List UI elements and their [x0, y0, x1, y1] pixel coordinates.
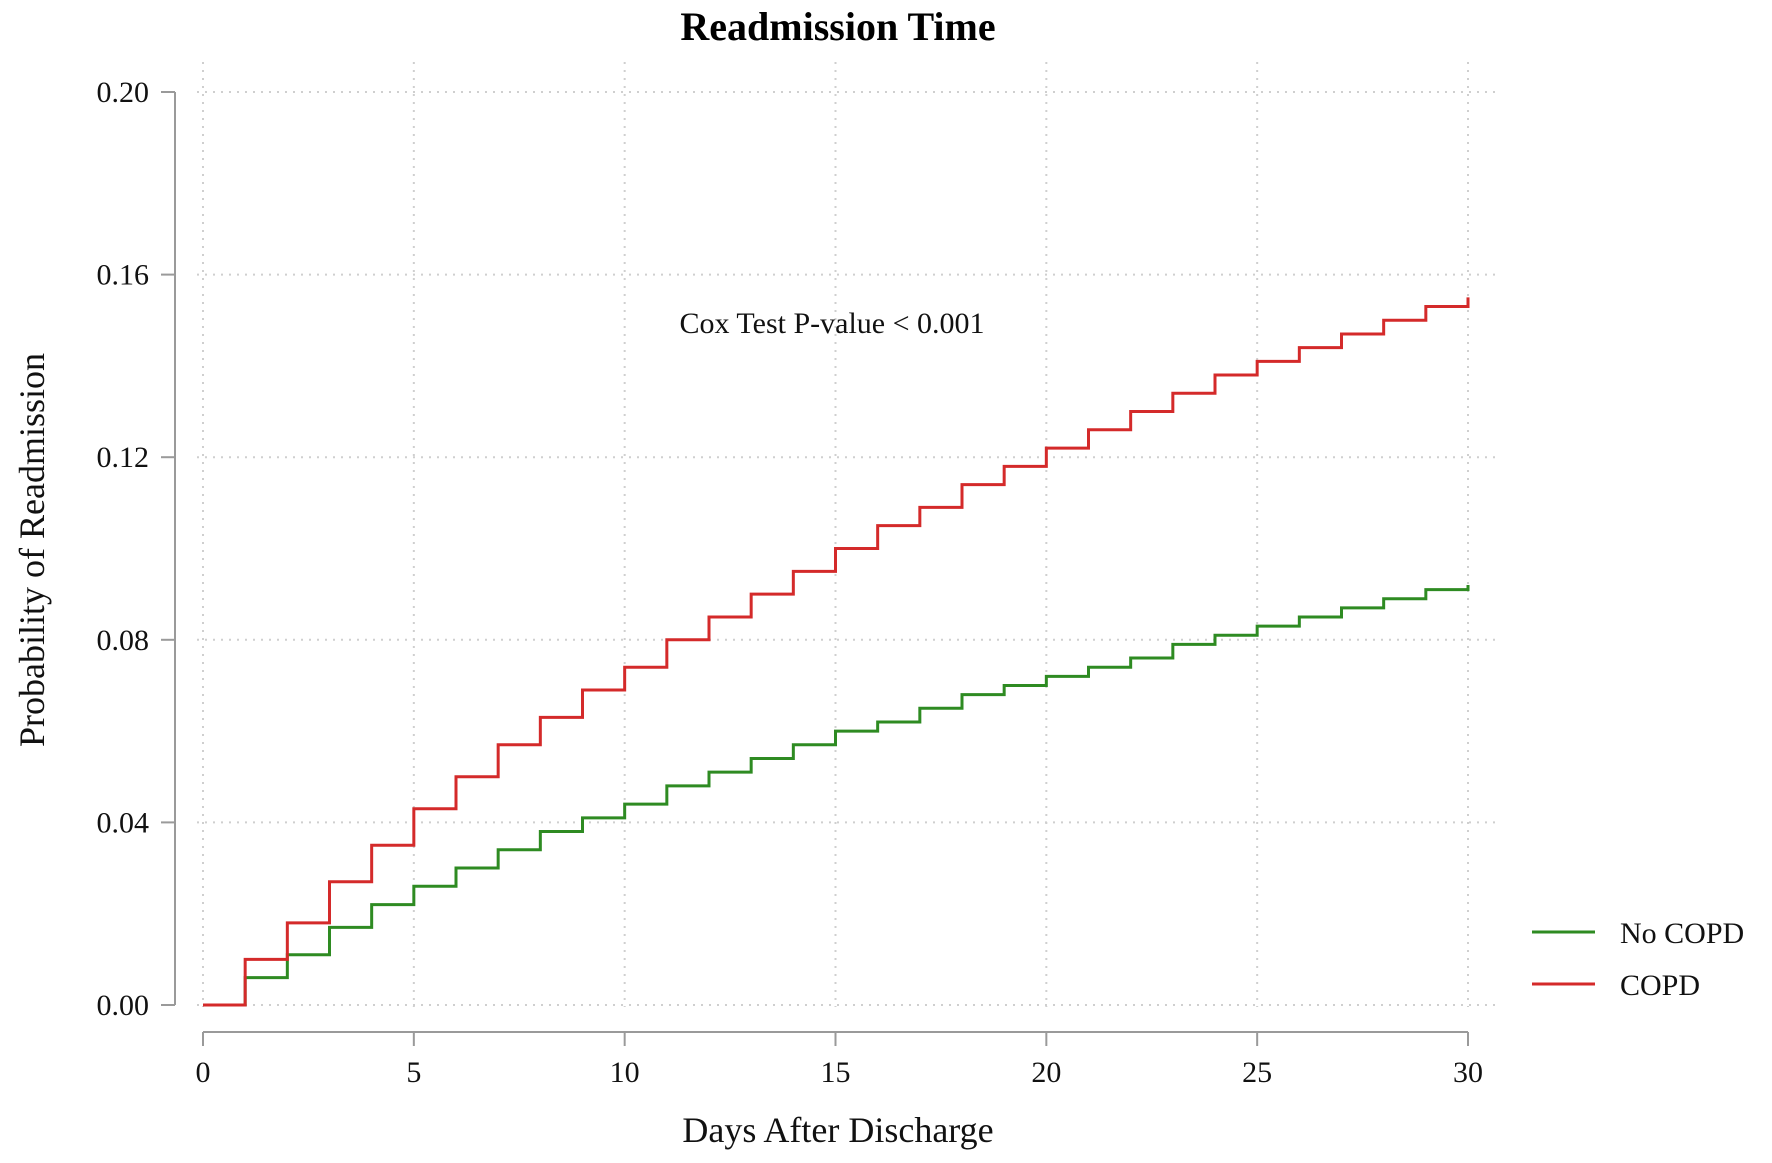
gridlines [197, 62, 1496, 1007]
x-tick-label: 0 [196, 1056, 211, 1089]
x-tick-label: 30 [1453, 1056, 1483, 1089]
legend-label-no-copd: No COPD [1620, 917, 1744, 950]
y-axis-title: Probability of Readmission [12, 353, 52, 747]
x-tick-label: 25 [1242, 1056, 1272, 1089]
series-lines [203, 297, 1470, 1007]
series-line-no-copd [203, 585, 1470, 1007]
chart-title: Readmission Time [680, 4, 995, 49]
y-tick-label: 0.16 [97, 259, 150, 292]
series-line-copd [203, 297, 1470, 1007]
legend: No COPD COPD [1532, 917, 1744, 1002]
x-tick-label: 5 [406, 1056, 421, 1089]
y-tick-label: 0.00 [97, 989, 150, 1022]
y-tick-label: 0.08 [97, 624, 150, 657]
x-tick-label: 15 [821, 1056, 851, 1089]
y-tick-label: 0.12 [97, 441, 150, 474]
x-axis-title: Days After Discharge [682, 1110, 993, 1150]
legend-label-copd: COPD [1620, 969, 1700, 1002]
x-tick-label: 10 [610, 1056, 640, 1089]
x-tick-label: 20 [1031, 1056, 1061, 1089]
cox-test-annotation: Cox Test P-value < 0.001 [679, 307, 984, 340]
y-tick-label: 0.04 [97, 806, 150, 839]
axes: 0.00 0.04 0.08 0.12 0.16 0.20 0 5 10 15 20 25 30 [97, 76, 1484, 1089]
y-tick-label: 0.20 [97, 76, 150, 109]
